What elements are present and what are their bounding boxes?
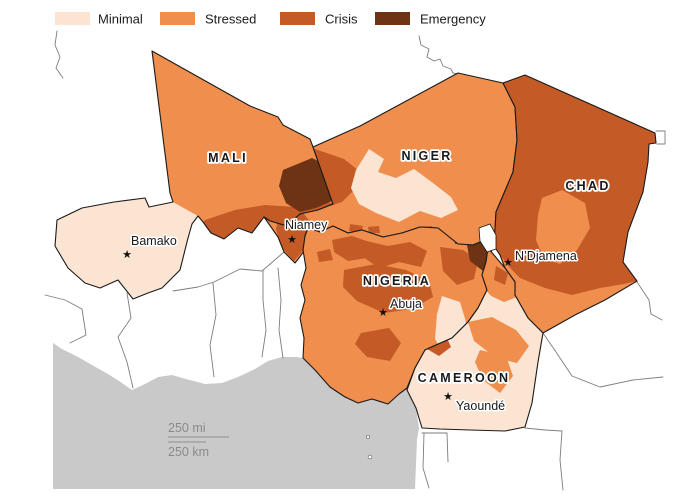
legend-swatch-crisis	[280, 12, 315, 25]
legend-item-emergency: Emergency	[375, 12, 486, 27]
legend-item-crisis: Crisis	[280, 12, 358, 27]
neighbor-borders	[44, 30, 666, 491]
legend: Minimal Stressed Crisis Emergency	[55, 12, 486, 27]
country-labels: MALI NIGER CHAD NIGERIA CAMEROON	[206, 147, 610, 387]
city-label: Niamey	[285, 218, 328, 232]
city-marker-ndjamena: ★ N’Djamena	[503, 248, 578, 270]
city-marker-bamako: ★ Bamako	[122, 233, 178, 262]
star-icon: ★	[378, 306, 388, 319]
scale-bar: 250 mi 250 km	[168, 421, 229, 459]
scale-miles-label: 250 mi	[168, 421, 206, 435]
island	[365, 434, 370, 439]
legend-item-minimal: Minimal	[55, 12, 143, 27]
country-chad	[493, 74, 657, 334]
legend-swatch-minimal	[55, 12, 90, 25]
scale-km-label: 250 km	[168, 445, 209, 459]
city-marker-niamey: ★ Niamey	[284, 217, 330, 247]
country-label-mali: MALI	[208, 151, 248, 165]
city-label: N’Djamena	[515, 249, 577, 263]
country-label-niger: NIGER	[401, 149, 452, 163]
legend-swatch-emergency	[375, 12, 410, 25]
legend-label: Stressed	[205, 12, 256, 27]
legend-item-stressed: Stressed	[160, 12, 256, 27]
city-marker-abuja: ★ Abuja	[378, 296, 423, 320]
country-label-chad: CHAD	[565, 179, 610, 193]
city-markers: ★ Bamako ★ Niamey ★ N’Djamena ★ Abuja ★ …	[122, 217, 578, 415]
legend-label: Crisis	[325, 12, 358, 27]
country-nigeria	[299, 225, 495, 405]
cameroon-phase-patches	[427, 248, 529, 393]
legend-label: Emergency	[420, 12, 486, 27]
city-marker-yaounde: ★ Yaoundé	[443, 390, 507, 415]
city-label: Bamako	[131, 234, 177, 248]
star-icon: ★	[287, 233, 297, 246]
city-label: Abuja	[390, 297, 422, 311]
star-icon: ★	[443, 390, 453, 403]
country-cameroon	[406, 247, 544, 432]
legend-swatch-stressed	[160, 12, 195, 25]
country-label-cameroon: CAMEROON	[418, 371, 511, 385]
chad-phase-patches	[500, 190, 637, 333]
ocean	[53, 343, 419, 489]
star-icon: ★	[122, 248, 132, 261]
nigeria-phase-patches	[317, 233, 494, 361]
country-label-nigeria: NIGERIA	[363, 274, 431, 288]
lake-chad	[478, 223, 497, 253]
star-icon: ★	[503, 256, 513, 269]
city-label: Yaoundé	[456, 399, 505, 413]
legend-label: Minimal	[98, 12, 143, 27]
island	[367, 454, 373, 460]
